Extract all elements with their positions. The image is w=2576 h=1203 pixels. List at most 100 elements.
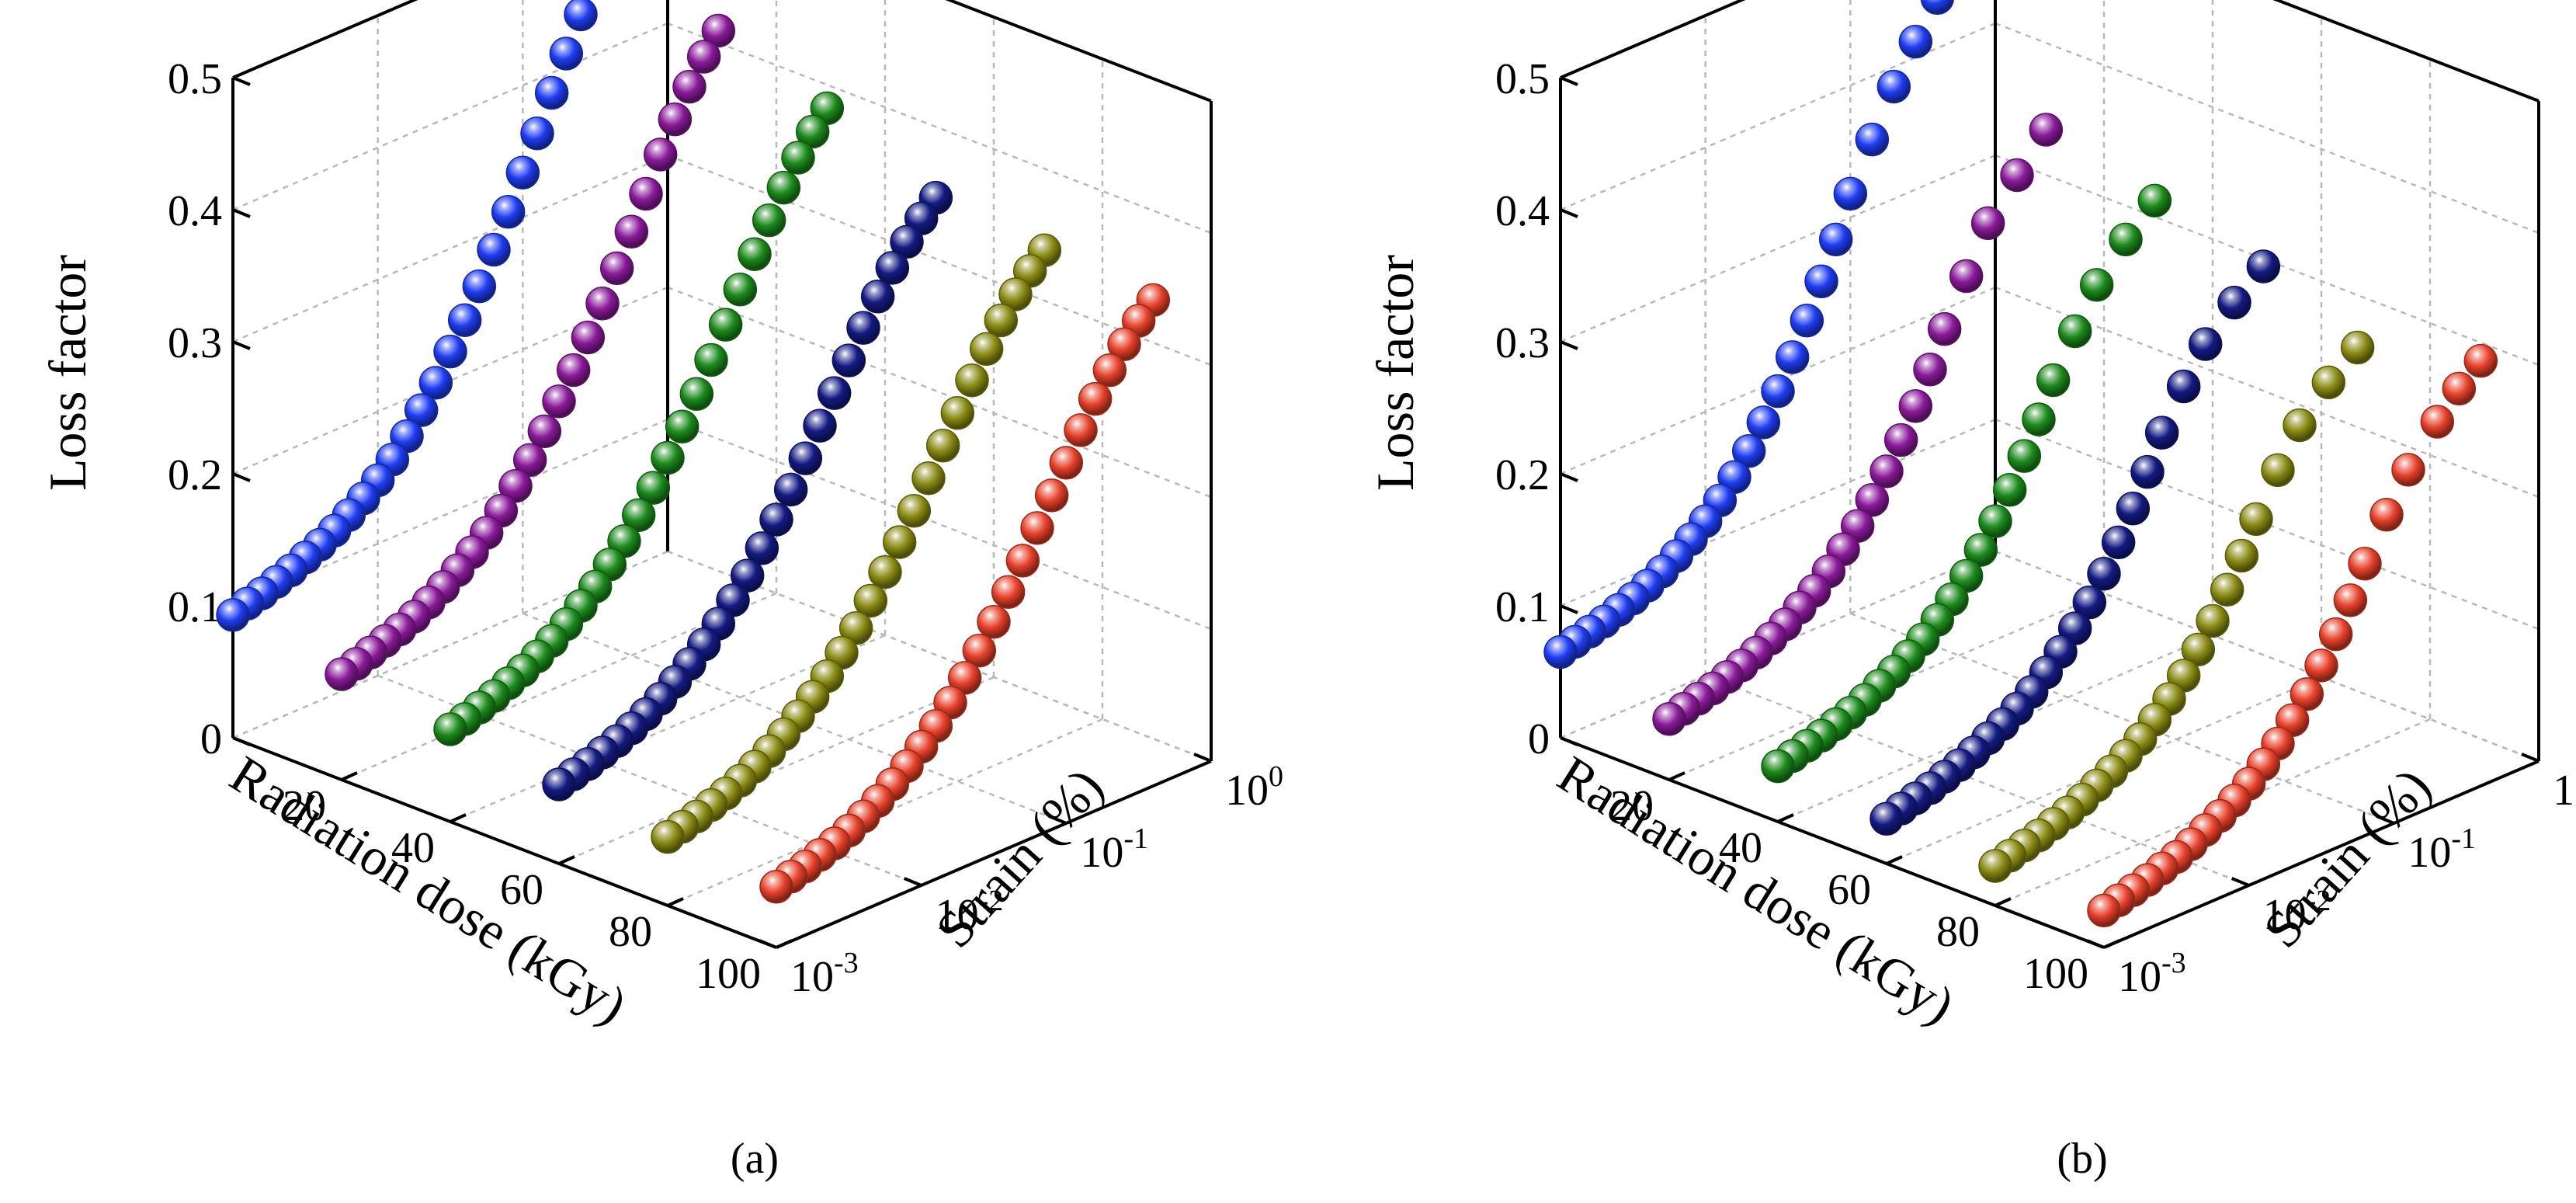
data-point	[1790, 304, 1824, 338]
y-tick-label: 100	[1225, 760, 1283, 815]
y-tick	[2086, 939, 2105, 949]
data-point	[621, 498, 656, 533]
data-point	[752, 203, 786, 238]
grid-line	[2274, 0, 2540, 103]
data-point	[2311, 365, 2346, 400]
data-point	[505, 155, 540, 189]
data-point	[1876, 69, 1911, 104]
data-point	[723, 272, 758, 307]
data-point	[701, 13, 736, 48]
grid-line	[1560, 286, 1996, 475]
data-point	[1761, 374, 1795, 409]
z-tick	[232, 736, 251, 746]
z-tick-label: 0.2	[168, 451, 222, 499]
data-point	[759, 870, 793, 904]
data-point	[2239, 502, 2273, 537]
data-point	[853, 583, 888, 618]
data-point	[1731, 434, 1766, 468]
data-point	[599, 251, 634, 286]
x-tick	[558, 855, 575, 865]
z-tick-label: 0.4	[1495, 187, 1550, 235]
y-tick	[1193, 753, 1212, 763]
y-tick-label: 10-3	[2118, 947, 2186, 1001]
data-point	[1855, 122, 1890, 157]
grid-line	[232, 0, 417, 79]
data-point	[2057, 314, 2092, 349]
data-point	[2217, 285, 2251, 320]
data-point	[643, 137, 678, 172]
data-point	[846, 311, 880, 345]
z-tick	[232, 76, 251, 86]
data-point	[2304, 648, 2338, 683]
data-point	[969, 332, 1004, 367]
data-point	[2246, 249, 2281, 283]
data-point	[629, 176, 663, 211]
z-tick-label: 0.3	[1495, 319, 1550, 367]
grid-line	[232, 154, 668, 343]
y-tick	[759, 939, 777, 949]
y-tick-label: 100	[2553, 760, 2576, 815]
frame-edge	[232, 0, 418, 79]
grid-line	[1994, 22, 2540, 235]
data-point	[773, 472, 808, 507]
data-point	[1920, 0, 1954, 16]
panel-caption: (b)	[2057, 1135, 2107, 1183]
data-point	[585, 287, 620, 321]
tick-labels: 0 0.1 0.2 0.3 0.4 0.5 20 40 60 80 100 10-3 10-2 10-1 1…	[168, 55, 1283, 1001]
x-tick-label: 80	[609, 908, 652, 956]
z-tick	[232, 340, 251, 350]
data-point	[860, 280, 895, 314]
z-tick-label: 0.5	[1495, 55, 1550, 103]
data-point	[1870, 801, 1904, 836]
data-point	[795, 114, 830, 149]
data-point	[1049, 446, 1084, 480]
grid-line	[1668, 592, 2105, 781]
data-point	[1818, 222, 1853, 257]
tick-labels: 0 0.1 0.2 0.3 0.4 0.5 20 40 60 80 100 10-3 10-2 10-1 1…	[1495, 55, 2576, 1001]
x-tick	[1777, 813, 1794, 823]
data-point	[998, 277, 1033, 311]
z-tick-label: 0	[200, 715, 222, 763]
panel-b: 0 0.1 0.2 0.3 0.4 0.5 20 40 60 80 100 10-3 10-2 10-1 1…	[1366, 0, 2576, 1183]
data-point	[477, 232, 511, 267]
data-point	[1833, 176, 1868, 211]
z-tick-label: 0.1	[1495, 583, 1550, 631]
x-tick	[1668, 771, 1686, 781]
grid-line	[1560, 154, 1996, 343]
data-point	[2463, 343, 2498, 378]
data-point	[1020, 511, 1054, 545]
data-point	[1005, 544, 1040, 578]
y-tick-label: 10-2	[2263, 885, 2331, 939]
z-tick	[1560, 340, 1578, 350]
data-point	[708, 308, 743, 342]
data-point	[2137, 183, 2172, 218]
data-point	[556, 353, 591, 388]
data-point	[520, 116, 554, 151]
data-points	[216, 0, 1171, 904]
data-point	[955, 363, 989, 398]
data-point	[2166, 369, 2201, 404]
y-axis-line	[2103, 760, 2540, 949]
frame-edge	[2272, 0, 2540, 103]
z-tick	[232, 208, 251, 218]
z-tick	[1560, 472, 1578, 482]
x-tick	[341, 771, 358, 781]
z-axis-title: Loss factor	[38, 255, 97, 491]
data-point	[2340, 330, 2375, 365]
data-point	[2087, 556, 2121, 591]
data-point	[1078, 381, 1113, 416]
x-axis-line	[1560, 736, 2105, 949]
data-point	[694, 342, 728, 377]
grid-line	[946, 0, 1212, 103]
data-point	[925, 428, 960, 463]
data-point	[672, 69, 706, 104]
data-point	[447, 303, 482, 338]
x-tick-label: 20	[283, 782, 326, 830]
data-point	[882, 525, 917, 559]
frame-edge	[945, 0, 1212, 103]
grid-line	[1886, 676, 2322, 865]
data-point	[759, 502, 793, 537]
axis-frame	[1559, 0, 2540, 949]
data-point	[491, 194, 526, 229]
data-point	[1870, 454, 1904, 489]
